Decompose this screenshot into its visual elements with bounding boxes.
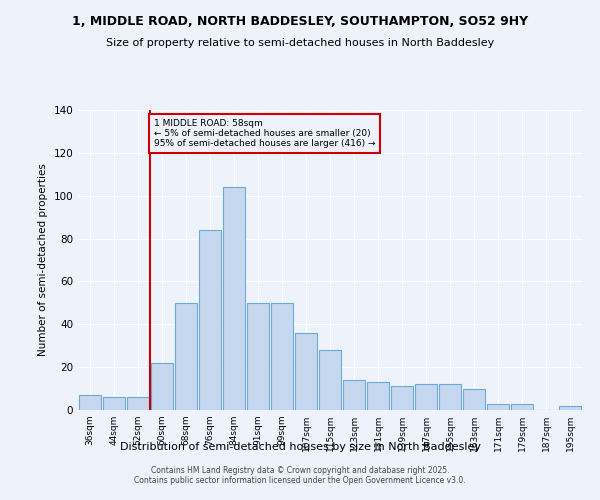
Bar <box>127 397 149 410</box>
Bar <box>559 406 581 410</box>
Text: 1, MIDDLE ROAD, NORTH BADDESLEY, SOUTHAMPTON, SO52 9HY: 1, MIDDLE ROAD, NORTH BADDESLEY, SOUTHAM… <box>72 15 528 28</box>
Bar <box>199 230 221 410</box>
Bar <box>103 397 125 410</box>
Bar <box>271 303 293 410</box>
Bar <box>415 384 437 410</box>
Bar <box>79 395 101 410</box>
Bar <box>391 386 413 410</box>
Bar <box>151 363 173 410</box>
Bar <box>343 380 365 410</box>
Bar <box>319 350 341 410</box>
Bar <box>367 382 389 410</box>
Text: 1 MIDDLE ROAD: 58sqm
← 5% of semi-detached houses are smaller (20)
95% of semi-d: 1 MIDDLE ROAD: 58sqm ← 5% of semi-detach… <box>154 118 375 148</box>
Bar <box>439 384 461 410</box>
Bar <box>511 404 533 410</box>
Bar <box>463 388 485 410</box>
Bar <box>295 333 317 410</box>
Text: Size of property relative to semi-detached houses in North Baddesley: Size of property relative to semi-detach… <box>106 38 494 48</box>
Text: Distribution of semi-detached houses by size in North Baddesley: Distribution of semi-detached houses by … <box>119 442 481 452</box>
Bar <box>247 303 269 410</box>
Text: Contains HM Land Registry data © Crown copyright and database right 2025.
Contai: Contains HM Land Registry data © Crown c… <box>134 466 466 485</box>
Bar <box>223 187 245 410</box>
Bar <box>487 404 509 410</box>
Bar <box>175 303 197 410</box>
Y-axis label: Number of semi-detached properties: Number of semi-detached properties <box>38 164 48 356</box>
